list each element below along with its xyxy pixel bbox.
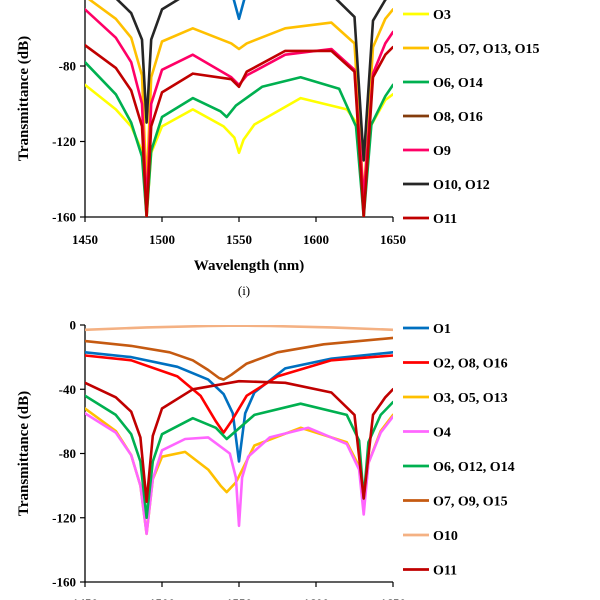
x-tick-label: 1650: [380, 232, 406, 247]
y-tick-label: -120: [52, 510, 76, 525]
series-line-o4: [85, 411, 393, 536]
series-line-o11: [85, 379, 393, 504]
y-axis-label: Transmittance (dB): [16, 36, 32, 161]
x-tick-label: 1600: [303, 232, 329, 247]
y-tick-label: 0: [70, 318, 77, 333]
legend-item: O4: [403, 426, 451, 441]
legend-label: O3: [433, 8, 451, 23]
x-axis-label: Wavelength (nm): [194, 258, 304, 274]
y-tick-label: -80: [59, 59, 76, 74]
legend-label: O5, O7, O13, O15: [433, 42, 540, 57]
series-group: [85, 0, 393, 217]
legend-label: O9: [433, 144, 451, 159]
legend-item: O11: [403, 212, 457, 227]
legend-label: O8, O16: [433, 110, 483, 125]
x-tick-label: 1650: [380, 596, 406, 600]
legend-item: O3, O5, O13: [403, 391, 508, 406]
legend-label: O2, O8, O16: [433, 357, 508, 372]
legend-item: O1: [403, 322, 451, 337]
legend-item: O10, O12: [403, 178, 490, 193]
x-tick-label: 1450: [72, 232, 98, 247]
legend-item: O3: [403, 8, 451, 23]
x-tick-label: 1500: [149, 596, 175, 600]
y-tick-label: -80: [59, 446, 76, 461]
legend-item: O6, O12, O14: [403, 460, 515, 475]
x-tick-label: 1550: [226, 232, 252, 247]
legend-label: O3, O5, O13: [433, 391, 508, 406]
legend-item: O10: [403, 529, 458, 544]
y-tick-label: -160: [52, 575, 76, 590]
series-line-o1: [85, 350, 393, 463]
y-tick-label: -160: [52, 210, 76, 225]
series-line-o10: [85, 325, 393, 332]
series-line-o2-o8-o16: [85, 354, 393, 434]
legend-item: O2, O8, O16: [403, 357, 508, 372]
series-line-o1: [232, 0, 246, 21]
legend-label: O4: [433, 426, 451, 441]
legend-label: O6, O12, O14: [433, 460, 515, 475]
x-tick-label: 1450: [72, 596, 98, 600]
chart-panel-top: -40-80-120-16014501500155016001650Wavele…: [16, 0, 540, 298]
y-axis-label: Transmittance (dB): [16, 391, 32, 516]
legend-label: O1: [433, 322, 451, 337]
series-group: [85, 325, 393, 536]
y-tick-label: -40: [59, 382, 76, 397]
legend-item: O11: [403, 564, 457, 579]
legend-label: O11: [433, 564, 457, 579]
legend-label: O7, O9, O15: [433, 495, 508, 510]
legend-item: O5, O7, O13, O15: [403, 42, 540, 57]
x-tick-label: 1600: [303, 596, 329, 600]
legend-label: O6, O14: [433, 76, 483, 91]
legend-label: O11: [433, 212, 457, 227]
chart-panel-bottom: 0 -40 -80 -120 -160 1450 1500 1550 1600 1650 Trans…: [16, 318, 515, 600]
series-line-o11: [85, 43, 393, 217]
y-tick-label: -120: [52, 134, 76, 149]
series-line-o6-o14: [85, 60, 393, 217]
x-tick-label: 1550: [226, 596, 252, 600]
series-line-o10-o12: [115, 0, 387, 162]
legend-item: O8, O16: [403, 110, 483, 125]
legend-label: O10: [433, 529, 458, 544]
legend-item: O7, O9, O15: [403, 495, 508, 510]
legend-item: O6, O14: [403, 76, 483, 91]
panel-caption: (i): [238, 283, 250, 298]
legend-item: O9: [403, 144, 451, 159]
series-line-o7-o9-o15: [85, 336, 393, 381]
legend-label: O10, O12: [433, 178, 490, 193]
series-line-o5-o7-o13-o15: [87, 0, 393, 200]
x-tick-label: 1500: [149, 232, 175, 247]
